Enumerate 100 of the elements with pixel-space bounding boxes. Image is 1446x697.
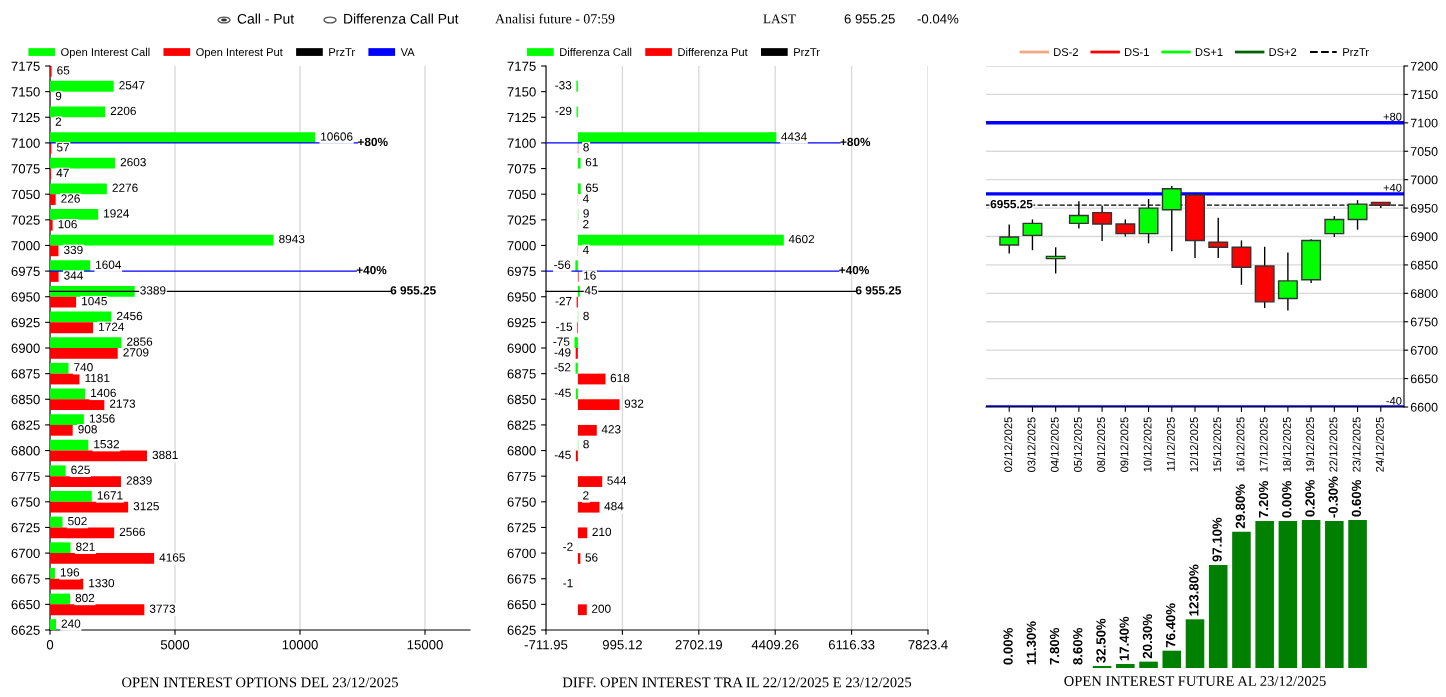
y-tick-label: 7025 bbox=[11, 215, 40, 225]
data-label: 16 bbox=[584, 271, 596, 280]
data-label: 10606 bbox=[321, 132, 353, 141]
data-label: 2456 bbox=[117, 311, 143, 321]
data-label: 339 bbox=[63, 245, 83, 255]
data-label: -45 bbox=[554, 388, 571, 398]
annotation: 11.30% bbox=[1026, 621, 1036, 665]
data-label: -27 bbox=[555, 296, 572, 306]
annotation: 97.10% bbox=[1212, 517, 1222, 562]
x-tick-label: 12/12/2025 bbox=[1189, 417, 1198, 472]
text: -0.30% bbox=[1328, 476, 1338, 518]
x-axis-title: OPEN INTEREST FUTURE AL 23/12/2025 bbox=[1064, 676, 1326, 686]
y-tick-label: 6800 bbox=[11, 446, 40, 456]
y-tick-label: 6700 bbox=[11, 548, 40, 558]
data-label: 8943 bbox=[279, 234, 305, 244]
x-tick-label: 23/12/2025 bbox=[1352, 417, 1361, 472]
x-tick-label: 16/12/2025 bbox=[1236, 417, 1245, 472]
data-label: -56 bbox=[554, 260, 571, 269]
data-label: 2 bbox=[583, 220, 589, 229]
data-label: 1532 bbox=[94, 439, 120, 449]
x-axis-title: DIFF. OPEN INTEREST TRA IL 22/12/2025 E 23/12/2025 bbox=[562, 677, 912, 688]
y-tick-label: 7050 bbox=[507, 189, 536, 200]
y-tick-label: 6700 bbox=[1410, 345, 1438, 355]
y-tick-label: 7050 bbox=[1410, 147, 1438, 156]
data-label: 908 bbox=[78, 425, 97, 434]
text: -0.04% bbox=[917, 14, 959, 24]
legend-label: DS-1 bbox=[1124, 48, 1149, 57]
y-tick-label: 6675 bbox=[507, 574, 536, 584]
data-label: 8 bbox=[583, 439, 589, 449]
text: 0.00% bbox=[1282, 481, 1292, 518]
y-tick-label: 6800 bbox=[507, 446, 536, 456]
data-label: 4 bbox=[582, 245, 589, 254]
y-tick-label: 6975 bbox=[507, 266, 536, 276]
y-tick-label: 7000 bbox=[507, 241, 536, 251]
data-label: 1045 bbox=[82, 296, 107, 306]
annotation: 0.00% bbox=[1003, 627, 1013, 665]
y-tick-label: 6825 bbox=[11, 420, 40, 430]
data-label: 1181 bbox=[85, 373, 110, 383]
y-tick-label: 6900 bbox=[11, 343, 40, 353]
legend-label: PrzTr bbox=[329, 48, 355, 56]
data-label: 3881 bbox=[152, 450, 178, 460]
annotation: +40 bbox=[1383, 183, 1402, 192]
y-tick-label: 6625 bbox=[507, 625, 536, 635]
x-tick-label: 04/12/2025 bbox=[1050, 417, 1059, 472]
x-tick-label: 05/12/2025 bbox=[1073, 417, 1082, 472]
data-label: 618 bbox=[610, 373, 630, 383]
y-tick-label: 7100 bbox=[507, 138, 536, 148]
legend-label: Open Interest Put bbox=[196, 48, 283, 59]
y-tick-label: 6850 bbox=[11, 394, 40, 405]
y-tick-label: 7025 bbox=[507, 215, 536, 225]
x-tick-label: 08/12/2025 bbox=[1096, 417, 1106, 472]
data-label: 625 bbox=[71, 465, 90, 474]
y-tick-label: 6850 bbox=[1410, 260, 1438, 270]
data-label: 423 bbox=[601, 425, 621, 434]
data-label: 2603 bbox=[120, 157, 146, 167]
legend-label: Open Interest Call bbox=[61, 47, 150, 59]
x-tick-label: 03/12/2025 bbox=[1027, 417, 1036, 472]
y-tick-label: 6775 bbox=[11, 471, 40, 482]
x-tick-label: 19/12/2025 bbox=[1305, 417, 1315, 472]
x-tick-label: 18/12/2025 bbox=[1282, 417, 1291, 472]
y-tick-label: 7000 bbox=[11, 241, 40, 251]
y-tick-label: 6875 bbox=[11, 369, 40, 379]
y-tick-label: 7175 bbox=[507, 61, 536, 71]
data-label: 226 bbox=[61, 194, 80, 203]
y-tick-label: 6950 bbox=[507, 292, 536, 302]
annotation: -40 bbox=[1386, 396, 1402, 405]
text: Call - Put bbox=[237, 13, 295, 24]
annotation: 29.80% bbox=[1235, 484, 1245, 529]
annotation: +40% bbox=[839, 265, 869, 275]
data-label: 1356 bbox=[89, 414, 115, 423]
x-tick-label: 22/12/2025 bbox=[1329, 417, 1338, 472]
y-tick-label: 7175 bbox=[11, 61, 40, 71]
data-label: 821 bbox=[76, 542, 95, 551]
legend-label: Differenza Call bbox=[560, 47, 632, 57]
data-label: 344 bbox=[64, 271, 83, 280]
y-tick-label: 6650 bbox=[1410, 374, 1438, 384]
y-tick-label: 6650 bbox=[11, 599, 40, 610]
data-label: 740 bbox=[74, 363, 93, 372]
data-label: 8 bbox=[583, 311, 589, 321]
y-tick-label: 6950 bbox=[1410, 203, 1438, 213]
text: 0.60% bbox=[1351, 479, 1362, 517]
y-tick-label: 7050 bbox=[11, 189, 40, 200]
x-tick-label: -711.95 bbox=[524, 640, 568, 650]
annotation: 7.80% bbox=[1049, 627, 1060, 665]
data-label: -2 bbox=[563, 542, 573, 551]
y-tick-label: 6650 bbox=[507, 599, 536, 610]
data-label: 2276 bbox=[112, 183, 138, 192]
y-tick-label: 6675 bbox=[11, 574, 40, 584]
data-label: -1 bbox=[563, 579, 573, 588]
legend-label: DS-2 bbox=[1054, 48, 1078, 57]
data-label: 4602 bbox=[788, 234, 815, 244]
x-tick-label: 24/12/2025 bbox=[1375, 417, 1384, 472]
x-tick-label: 0 bbox=[46, 640, 54, 650]
x-tick-label: 4409.26 bbox=[751, 640, 799, 650]
data-label: 2 bbox=[583, 491, 589, 500]
data-label: 484 bbox=[604, 502, 624, 511]
x-tick-label: 17/12/2025 bbox=[1259, 417, 1268, 472]
annotation: 17.40% bbox=[1119, 616, 1129, 661]
data-label: 65 bbox=[585, 183, 598, 192]
data-label: 47 bbox=[56, 168, 69, 177]
